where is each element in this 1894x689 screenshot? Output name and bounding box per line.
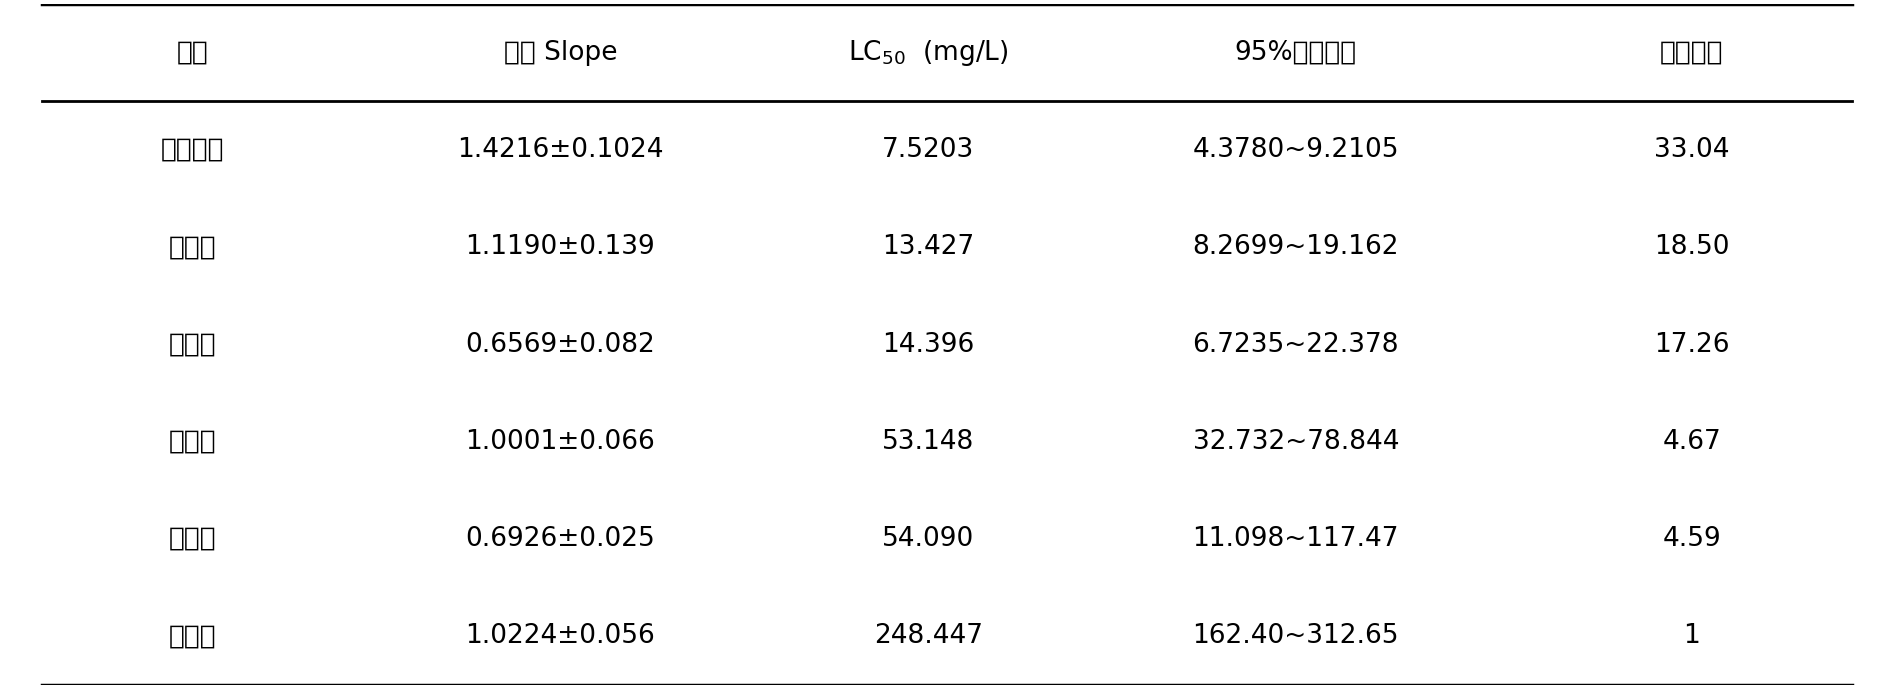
Text: 6.7235~22.378: 6.7235~22.378 xyxy=(1193,331,1400,358)
Text: 11.098~117.47: 11.098~117.47 xyxy=(1193,526,1400,552)
Text: 灭多威: 灭多威 xyxy=(169,526,216,552)
Text: 18.50: 18.50 xyxy=(1653,234,1729,260)
Text: 毒死蜱: 毒死蜱 xyxy=(169,624,216,649)
Text: 4.67: 4.67 xyxy=(1663,429,1722,455)
Text: 0.6926±0.025: 0.6926±0.025 xyxy=(466,526,655,552)
Text: LC$_{50}$  (mg/L): LC$_{50}$ (mg/L) xyxy=(849,38,1008,68)
Text: 螺虫乙酯: 螺虫乙酯 xyxy=(161,137,225,163)
Text: 17.26: 17.26 xyxy=(1653,331,1729,358)
Text: 248.447: 248.447 xyxy=(873,624,983,649)
Text: 162.40~312.65: 162.40~312.65 xyxy=(1193,624,1400,649)
Text: 4.3780~9.2105: 4.3780~9.2105 xyxy=(1193,137,1400,163)
Text: 哒螨灵: 哒螨灵 xyxy=(169,429,216,455)
Text: 毒力倍数: 毒力倍数 xyxy=(1659,40,1724,65)
Text: 吡虫啉: 吡虫啉 xyxy=(169,331,216,358)
Text: 8.2699~19.162: 8.2699~19.162 xyxy=(1193,234,1400,260)
Text: 1.4216±0.1024: 1.4216±0.1024 xyxy=(456,137,663,163)
Text: 1.1190±0.139: 1.1190±0.139 xyxy=(466,234,655,260)
Text: 53.148: 53.148 xyxy=(883,429,974,455)
Text: 95%置信区间: 95%置信区间 xyxy=(1235,40,1356,65)
Text: 54.090: 54.090 xyxy=(883,526,974,552)
Text: 14.396: 14.396 xyxy=(883,331,974,358)
Text: 0.6569±0.082: 0.6569±0.082 xyxy=(466,331,655,358)
Text: 32.732~78.844: 32.732~78.844 xyxy=(1193,429,1400,455)
Text: 1.0001±0.066: 1.0001±0.066 xyxy=(466,429,655,455)
Text: 7.5203: 7.5203 xyxy=(883,137,974,163)
Text: 1.0224±0.056: 1.0224±0.056 xyxy=(466,624,655,649)
Text: 4.59: 4.59 xyxy=(1663,526,1722,552)
Text: 33.04: 33.04 xyxy=(1653,137,1729,163)
Text: 药剂: 药剂 xyxy=(176,40,208,65)
Text: 1: 1 xyxy=(1684,624,1701,649)
Text: 13.427: 13.427 xyxy=(883,234,974,260)
Text: 啶虫脒: 啶虫脒 xyxy=(169,234,216,260)
Text: 斜率 Slope: 斜率 Slope xyxy=(504,40,617,65)
